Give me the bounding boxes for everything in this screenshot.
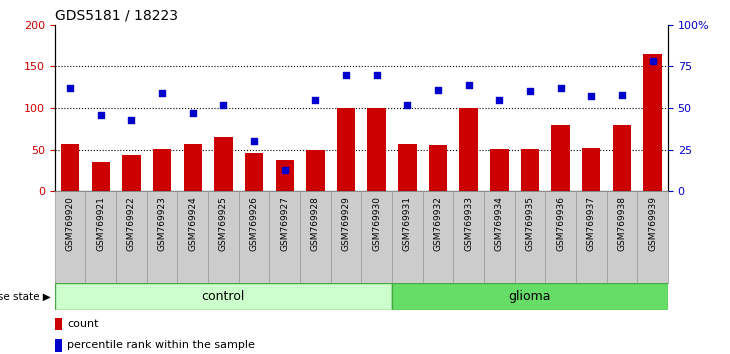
Bar	[275, 160, 294, 191]
Point	[432, 87, 444, 92]
Bar	[61, 144, 80, 191]
Point	[64, 85, 76, 91]
Text: GSM769937: GSM769937	[587, 196, 596, 251]
Text: GSM769926: GSM769926	[250, 196, 258, 251]
Bar	[515, 191, 545, 283]
Bar	[612, 125, 631, 191]
Text: GSM769928: GSM769928	[311, 196, 320, 251]
Bar	[91, 162, 110, 191]
Text: percentile rank within the sample: percentile rank within the sample	[67, 340, 255, 350]
Bar	[398, 144, 417, 191]
Text: GSM769929: GSM769929	[342, 196, 350, 251]
Bar	[576, 191, 607, 283]
Bar	[147, 191, 177, 283]
Bar	[306, 149, 325, 191]
Point	[279, 167, 291, 172]
Bar	[122, 155, 141, 191]
Point	[156, 90, 168, 96]
Text: GSM769936: GSM769936	[556, 196, 565, 251]
Bar	[55, 318, 62, 330]
Bar	[245, 153, 264, 191]
Bar	[607, 191, 637, 283]
Bar	[392, 191, 423, 283]
Bar	[520, 149, 539, 191]
Text: GSM769927: GSM769927	[280, 196, 289, 251]
Text: GSM769930: GSM769930	[372, 196, 381, 251]
Bar	[55, 339, 62, 352]
Bar	[392, 283, 668, 310]
Point	[524, 88, 536, 94]
Bar	[239, 191, 269, 283]
Text: GSM769923: GSM769923	[158, 196, 166, 251]
Bar	[116, 191, 147, 283]
Bar	[85, 191, 116, 283]
Text: GSM769932: GSM769932	[434, 196, 442, 251]
Point	[616, 92, 628, 97]
Bar	[637, 191, 668, 283]
Point	[248, 138, 260, 144]
Bar	[490, 149, 509, 191]
Text: GSM769921: GSM769921	[96, 196, 105, 251]
Bar	[545, 191, 576, 283]
Point	[371, 72, 383, 78]
Bar	[361, 191, 392, 283]
Text: GSM769925: GSM769925	[219, 196, 228, 251]
Point	[585, 93, 597, 99]
Point	[218, 102, 229, 108]
Text: GSM769934: GSM769934	[495, 196, 504, 251]
Text: GSM769922: GSM769922	[127, 196, 136, 251]
Text: GSM769920: GSM769920	[66, 196, 74, 251]
Bar	[367, 108, 386, 191]
Bar	[643, 54, 662, 191]
Bar	[177, 191, 208, 283]
Point	[340, 72, 352, 78]
Bar	[551, 125, 570, 191]
Bar	[582, 148, 601, 191]
Text: glioma: glioma	[509, 290, 551, 303]
Text: GSM769931: GSM769931	[403, 196, 412, 251]
Bar	[459, 108, 478, 191]
Point	[647, 58, 658, 64]
Point	[493, 97, 505, 102]
Bar	[331, 191, 361, 283]
Bar	[55, 191, 85, 283]
Bar	[484, 191, 515, 283]
Text: GSM769933: GSM769933	[464, 196, 473, 251]
Text: disease state ▶: disease state ▶	[0, 291, 51, 302]
Bar	[214, 137, 233, 191]
Text: GSM769939: GSM769939	[648, 196, 657, 251]
Bar	[300, 191, 331, 283]
Bar	[183, 144, 202, 191]
Text: GSM769924: GSM769924	[188, 196, 197, 251]
Text: GSM769935: GSM769935	[526, 196, 534, 251]
Bar	[55, 283, 392, 310]
Text: count: count	[67, 319, 99, 329]
Bar	[269, 191, 300, 283]
Text: control: control	[201, 290, 245, 303]
Bar	[429, 145, 447, 191]
Bar	[153, 149, 172, 191]
Bar	[337, 108, 356, 191]
Bar	[208, 191, 239, 283]
Point	[555, 85, 566, 91]
Bar	[423, 191, 453, 283]
Point	[95, 112, 107, 118]
Point	[310, 97, 321, 102]
Text: GSM769938: GSM769938	[618, 196, 626, 251]
Point	[402, 102, 413, 108]
Text: GDS5181 / 18223: GDS5181 / 18223	[55, 8, 177, 22]
Point	[126, 117, 137, 122]
Point	[463, 82, 474, 87]
Point	[187, 110, 199, 116]
Bar	[453, 191, 484, 283]
